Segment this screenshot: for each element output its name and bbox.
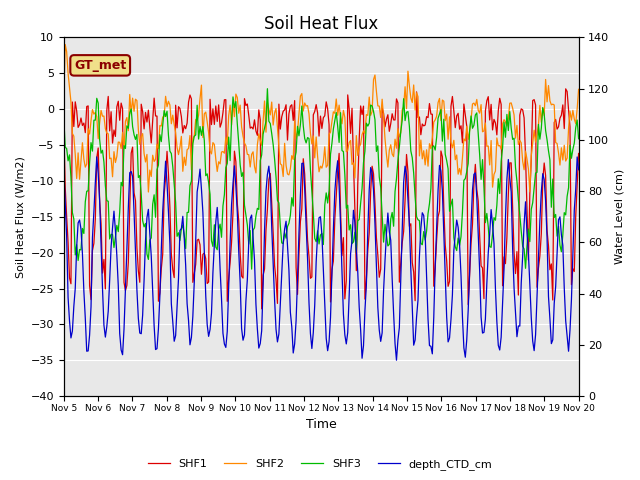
SHF2 (216, 161, 224, 167)
SHF3 (264, 86, 271, 92)
Y-axis label: Soil Heat Flux (W/m2): Soil Heat Flux (W/m2) (15, 156, 25, 278)
depth_CTD_cm (124, 205, 132, 211)
Text: GT_met: GT_met (74, 59, 126, 72)
depth_CTD_cm (549, 337, 557, 343)
Line: SHF1: SHF1 (64, 89, 579, 309)
SHF2 (124, 128, 132, 133)
Line: depth_CTD_cm: depth_CTD_cm (64, 157, 579, 360)
SHF3 (575, 136, 582, 142)
Y-axis label: Water Level (cm): Water Level (cm) (615, 169, 625, 264)
SHF2 (234, 95, 241, 100)
SHF1 (562, 86, 570, 92)
SHF3 (248, 266, 255, 272)
depth_CTD_cm (215, 229, 223, 235)
Legend: SHF1, SHF2, SHF3, depth_CTD_cm: SHF1, SHF2, SHF3, depth_CTD_cm (143, 455, 497, 474)
depth_CTD_cm (241, 332, 248, 338)
SHF2 (145, 189, 152, 195)
Line: SHF3: SHF3 (64, 89, 579, 269)
depth_CTD_cm (232, 183, 240, 189)
SHF2 (61, 42, 69, 48)
SHF2 (60, 96, 68, 102)
SHF1 (60, 124, 68, 130)
SHF3 (60, 115, 68, 121)
SHF3 (288, 195, 296, 201)
SHF1 (213, 119, 221, 124)
SHF2 (242, 143, 250, 149)
SHF3 (123, 123, 131, 129)
SHF1 (230, 148, 238, 154)
SHF1 (258, 306, 266, 312)
depth_CTD_cm (392, 357, 400, 363)
SHF3 (549, 176, 557, 182)
depth_CTD_cm (575, 167, 582, 173)
SHF1 (575, 151, 582, 156)
depth_CTD_cm (93, 154, 100, 160)
Title: Soil Heat Flux: Soil Heat Flux (264, 15, 378, 33)
SHF2 (575, 86, 582, 92)
depth_CTD_cm (287, 309, 294, 315)
SHF1 (287, 103, 294, 109)
SHF1 (547, 261, 555, 267)
depth_CTD_cm (60, 167, 68, 173)
SHF3 (213, 247, 221, 252)
SHF2 (549, 101, 557, 107)
SHF3 (230, 105, 238, 110)
SHF2 (288, 153, 296, 158)
Line: SHF2: SHF2 (64, 45, 579, 192)
X-axis label: Time: Time (306, 419, 337, 432)
SHF1 (239, 275, 247, 281)
SHF3 (239, 169, 247, 175)
SHF1 (123, 282, 131, 288)
